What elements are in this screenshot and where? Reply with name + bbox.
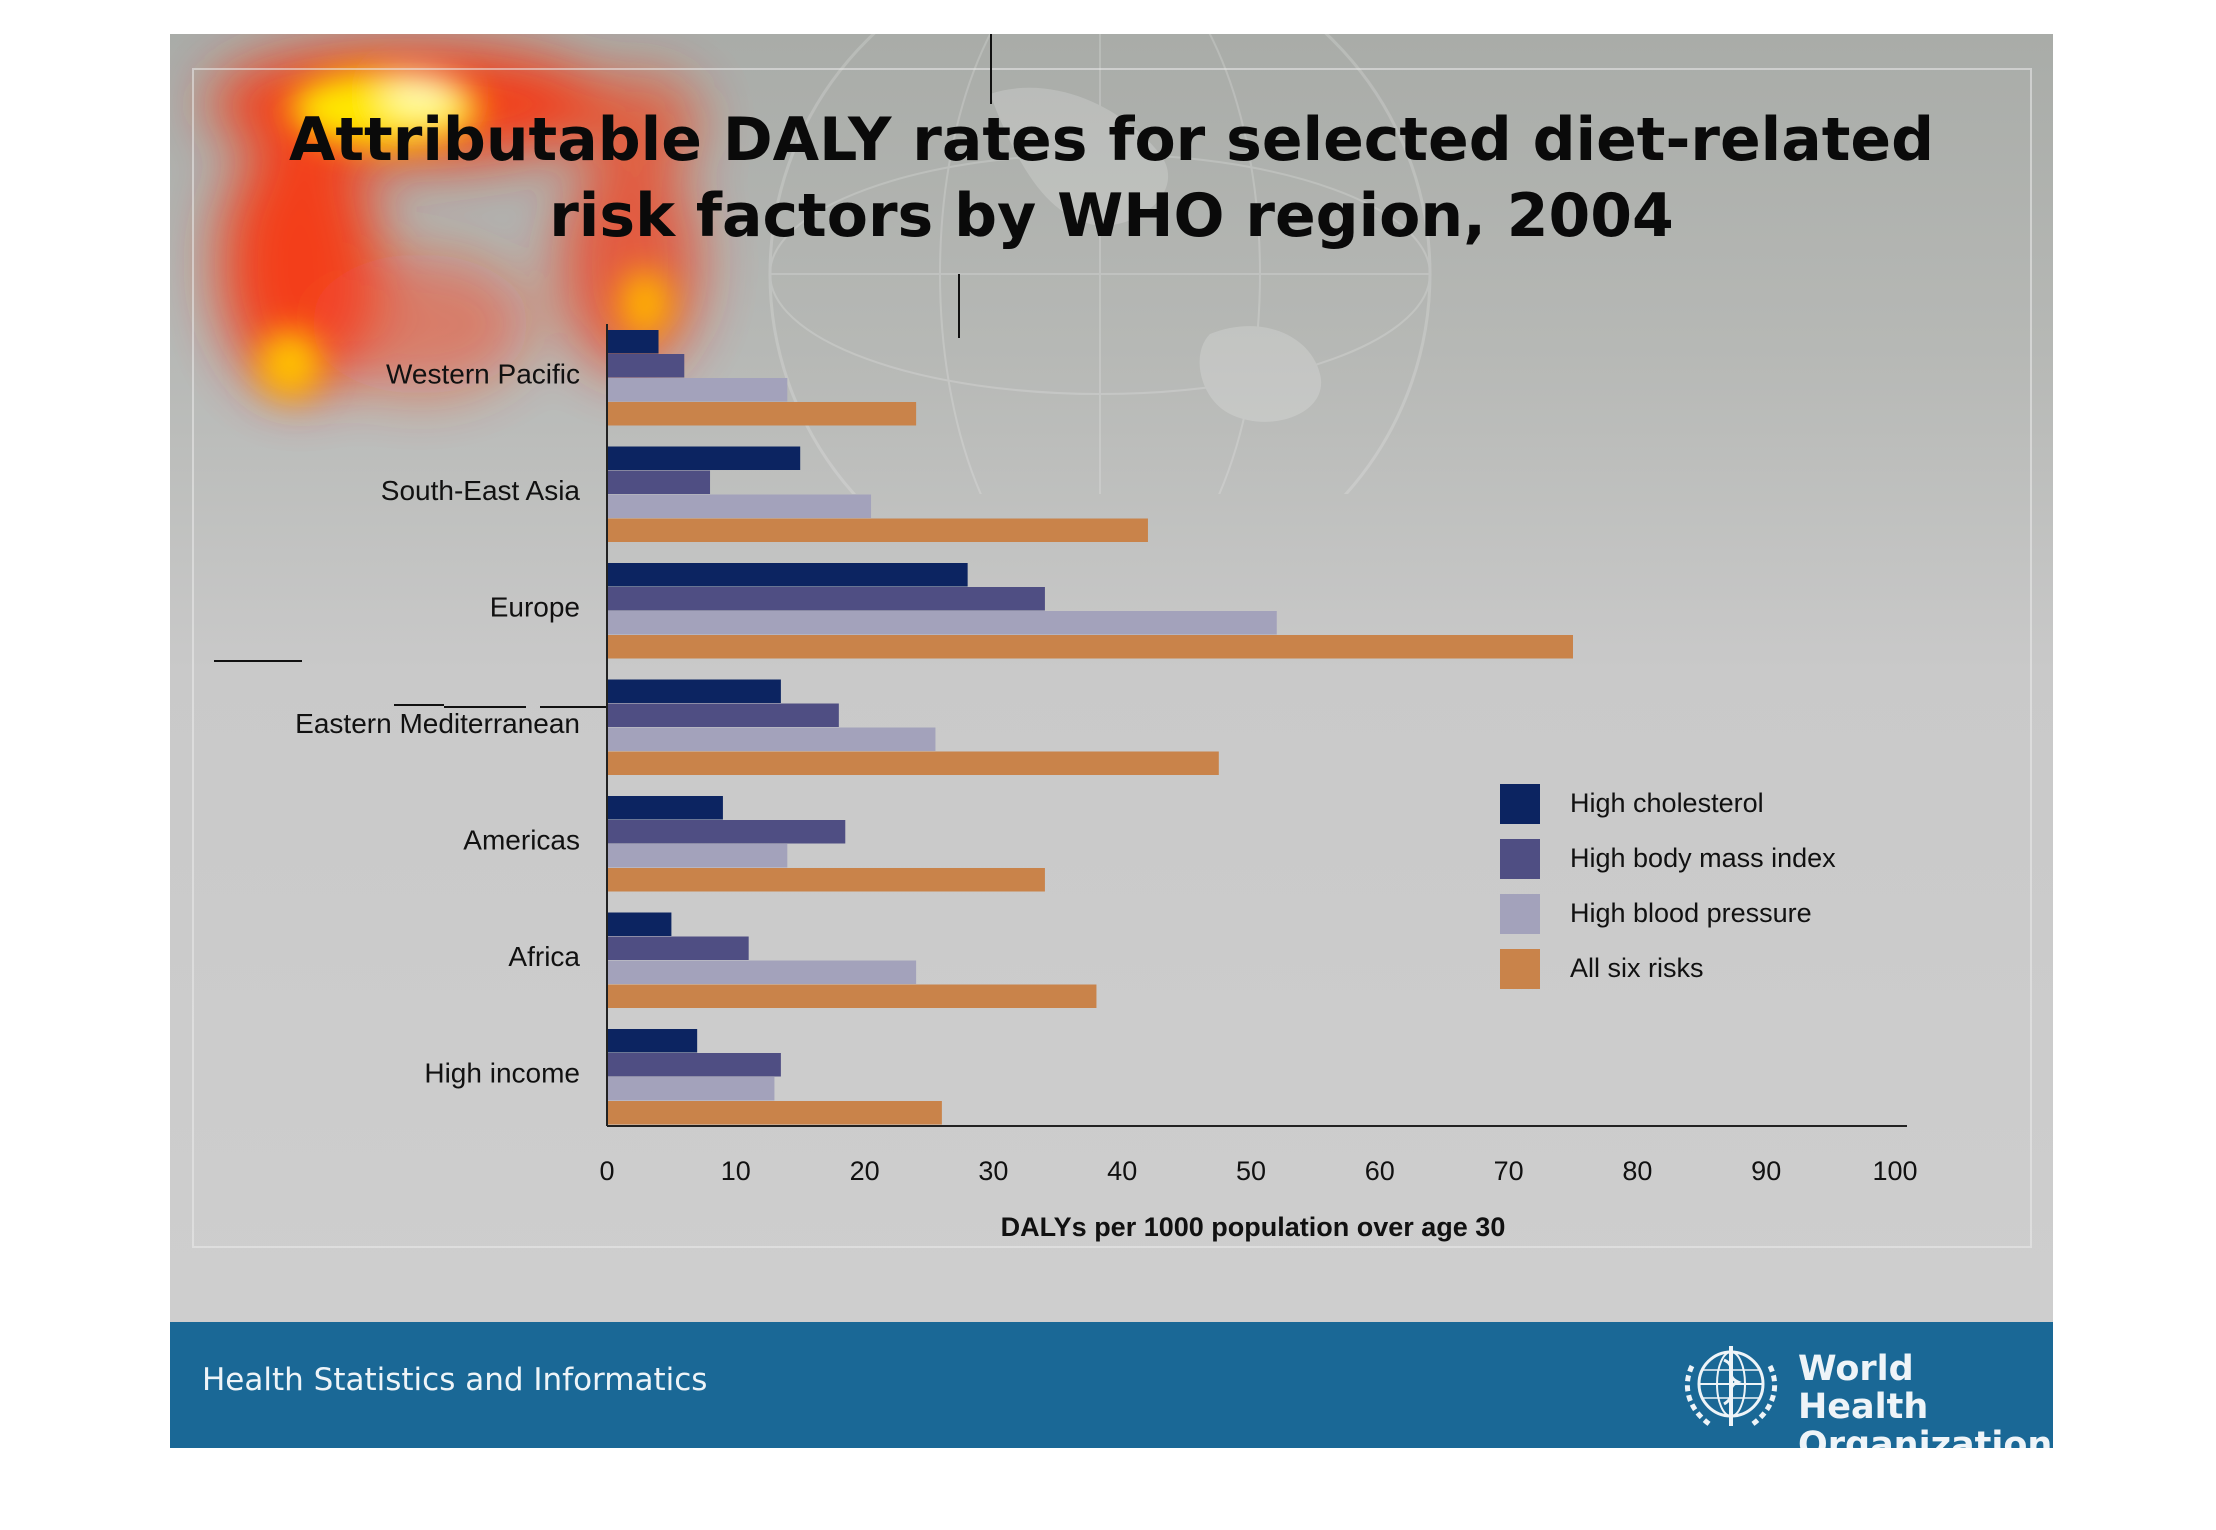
legend-swatch bbox=[1500, 894, 1540, 934]
bar bbox=[607, 679, 781, 703]
legend-swatch bbox=[1500, 839, 1540, 879]
legend-label: High body mass index bbox=[1570, 843, 1836, 873]
who-name-line-1: World Health bbox=[1798, 1349, 1929, 1427]
bar bbox=[607, 703, 839, 727]
category-label: Africa bbox=[508, 941, 580, 972]
bar bbox=[607, 378, 788, 402]
legend-label: High blood pressure bbox=[1570, 898, 1812, 928]
chart-title: Attributable DALY rates for selected die… bbox=[170, 102, 2053, 254]
bar bbox=[607, 844, 788, 868]
x-tick-label: 80 bbox=[1622, 1156, 1652, 1186]
bar bbox=[607, 984, 1097, 1008]
slide: Attributable DALY rates for selected die… bbox=[170, 34, 2053, 1448]
legend-swatch bbox=[1500, 949, 1540, 989]
bar bbox=[607, 1077, 775, 1101]
footer-department-text: Health Statistics and Informatics bbox=[202, 1362, 708, 1398]
bar bbox=[607, 751, 1219, 775]
x-tick-label: 90 bbox=[1751, 1156, 1781, 1186]
bar bbox=[607, 1029, 698, 1053]
x-tick-label: 70 bbox=[1494, 1156, 1524, 1186]
bar bbox=[607, 960, 917, 984]
bar bbox=[607, 494, 872, 518]
bar bbox=[607, 912, 672, 936]
category-label: Eastern Mediterranean bbox=[295, 708, 580, 739]
category-label: High income bbox=[424, 1057, 580, 1088]
bar bbox=[607, 611, 1277, 635]
chart-title-line-1: Attributable DALY rates for selected die… bbox=[288, 105, 1935, 175]
legend-label: High cholesterol bbox=[1570, 788, 1764, 818]
globe-background-icon bbox=[768, 34, 1432, 494]
bar bbox=[607, 518, 1148, 542]
x-tick-label: 0 bbox=[599, 1156, 614, 1186]
category-label: Americas bbox=[463, 824, 580, 855]
bar bbox=[607, 820, 846, 844]
bar bbox=[607, 727, 936, 751]
bar bbox=[607, 587, 1045, 611]
chart-title-line-2: risk factors by WHO region, 2004 bbox=[549, 181, 1674, 251]
x-tick-label: 20 bbox=[850, 1156, 880, 1186]
who-emblem-icon bbox=[1684, 1346, 1778, 1429]
bar bbox=[607, 1053, 781, 1077]
x-tick-label: 30 bbox=[978, 1156, 1008, 1186]
legend-swatch bbox=[1500, 784, 1540, 824]
annotation-line bbox=[958, 274, 960, 338]
x-tick-label: 60 bbox=[1365, 1156, 1395, 1186]
bar bbox=[607, 796, 723, 820]
x-axis-label: DALYs per 1000 population over age 30 bbox=[1001, 1212, 1506, 1242]
x-tick-label: 100 bbox=[1872, 1156, 1917, 1186]
annotation-line bbox=[214, 660, 302, 662]
bar bbox=[607, 1101, 942, 1125]
annotation-line bbox=[444, 706, 526, 708]
bar bbox=[607, 354, 685, 378]
bar bbox=[607, 470, 711, 494]
bar bbox=[607, 868, 1045, 892]
annotation-line bbox=[394, 704, 444, 706]
bar bbox=[607, 936, 749, 960]
who-name-line-2: Organization bbox=[1798, 1425, 2053, 1448]
category-label: South-East Asia bbox=[381, 475, 581, 506]
footer-bar: Health Statistics and Informatics World … bbox=[170, 1322, 2053, 1448]
category-label: Western Pacific bbox=[386, 358, 580, 389]
annotation-line bbox=[540, 706, 668, 708]
slide-frame bbox=[192, 68, 2032, 1248]
who-name: World Health Organization bbox=[1798, 1350, 2053, 1448]
bar bbox=[607, 402, 917, 426]
bar bbox=[607, 635, 1573, 659]
bar-chart: Western Pacific South-East Asia Europe East… bbox=[295, 324, 1918, 1242]
x-tick-label: 10 bbox=[721, 1156, 751, 1186]
legend-label: All six risks bbox=[1570, 953, 1704, 983]
category-label: Europe bbox=[490, 591, 580, 622]
annotation-line bbox=[990, 34, 992, 104]
bar bbox=[607, 446, 801, 470]
x-tick-label: 40 bbox=[1107, 1156, 1137, 1186]
x-tick-label: 50 bbox=[1236, 1156, 1266, 1186]
bar bbox=[607, 563, 968, 587]
bar bbox=[607, 330, 659, 354]
